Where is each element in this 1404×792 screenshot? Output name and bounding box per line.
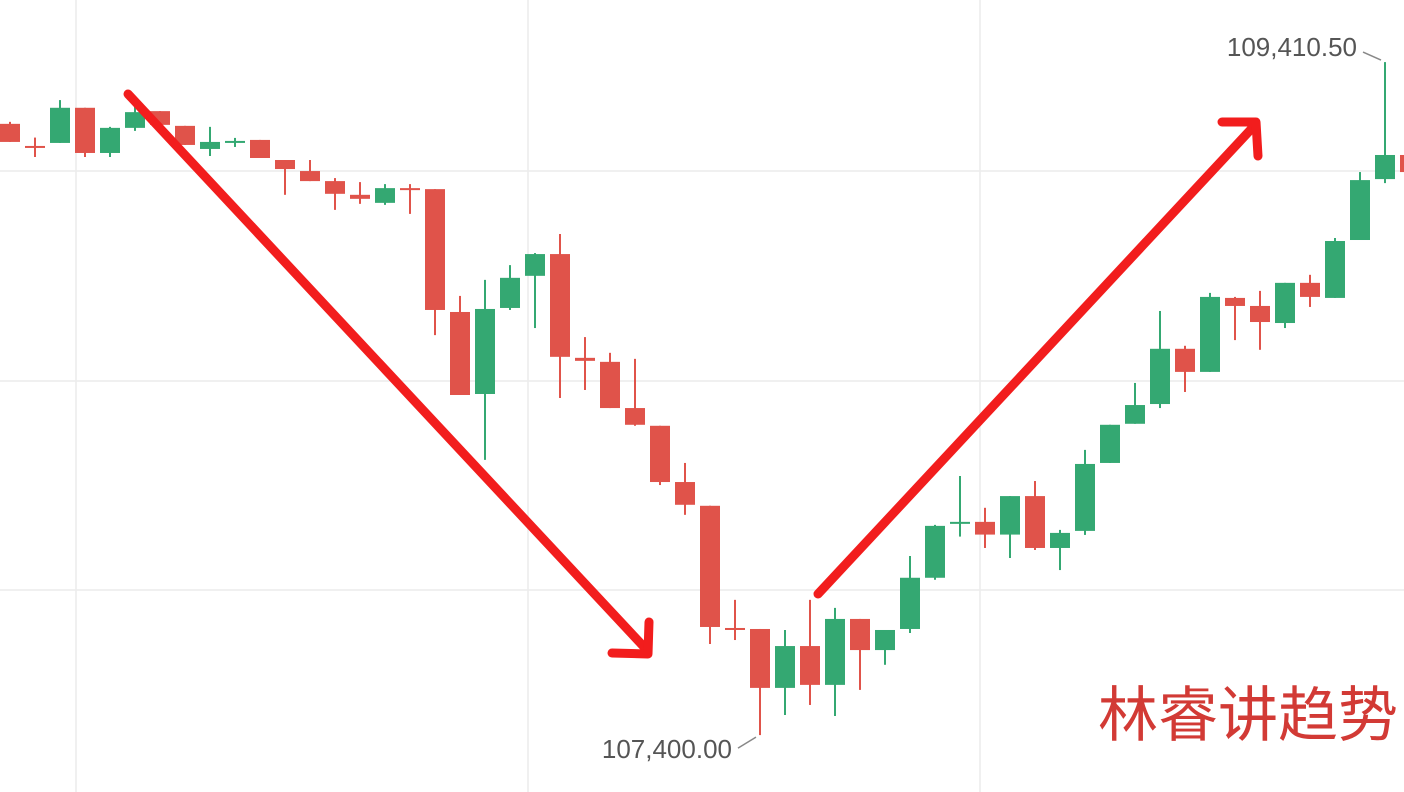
candle-body <box>925 525 945 578</box>
candle-body <box>475 308 495 394</box>
candle-body <box>575 357 595 361</box>
candle-body <box>625 408 645 425</box>
candle-body <box>100 127 120 153</box>
candle-body <box>450 311 470 395</box>
candle-body <box>425 189 445 310</box>
candle-body <box>250 139 270 158</box>
candle-body <box>1300 282 1320 297</box>
up-arrow-head <box>1217 117 1263 161</box>
candle-body <box>400 188 420 191</box>
candle-body <box>825 618 845 685</box>
candle-body <box>1250 305 1270 323</box>
candle-body <box>1400 154 1404 173</box>
candle-body <box>950 521 970 524</box>
candle-body <box>300 171 320 182</box>
trend-arrows <box>123 89 1263 659</box>
candle-body <box>350 194 370 199</box>
candle-body <box>1150 348 1170 405</box>
candle-body <box>1275 282 1295 324</box>
candle-body <box>1325 241 1345 298</box>
candle-body <box>50 107 70 143</box>
candle-body <box>1025 496 1045 548</box>
candle-body <box>850 618 870 651</box>
candle-body <box>75 107 95 153</box>
up-arrow <box>813 120 1260 599</box>
watermark: 林睿讲趋势 <box>1098 682 1398 749</box>
candle-body <box>1125 405 1145 424</box>
candle-body <box>1350 180 1370 241</box>
candle-body <box>500 277 520 308</box>
candle-body <box>225 140 245 143</box>
candle-body <box>175 125 195 145</box>
candle-body <box>275 160 295 170</box>
candle-body <box>25 145 45 148</box>
candle-body <box>525 254 545 276</box>
annotation-leader <box>737 736 757 749</box>
candle-body <box>550 254 570 357</box>
annotation-leader <box>1362 51 1382 61</box>
candle-body <box>1175 348 1195 372</box>
candle-body <box>125 112 145 128</box>
candle-body <box>1100 424 1120 463</box>
candle-body <box>325 181 345 194</box>
candle-body <box>750 628 770 688</box>
candle-body <box>650 425 670 483</box>
candle-body <box>800 646 820 685</box>
candle-body <box>1050 532 1070 548</box>
low-label: 107,400.00 <box>602 734 732 764</box>
candle-body <box>775 646 795 688</box>
candle-body <box>1200 296 1220 372</box>
candle-body <box>900 577 920 629</box>
candle-body <box>1075 463 1095 531</box>
candle-body <box>675 482 695 505</box>
candle-body <box>1375 154 1395 180</box>
candle-body <box>375 188 395 203</box>
candle-body <box>1225 297 1245 306</box>
candle-body <box>0 123 20 142</box>
candles <box>0 62 1404 736</box>
candle-body <box>875 629 895 651</box>
candle-body <box>200 141 220 149</box>
high-label: 109,410.50 <box>1227 32 1357 62</box>
candle-body <box>700 505 720 627</box>
down-arrow <box>123 89 650 653</box>
down-arrow-head <box>607 617 654 659</box>
candle-body <box>1000 496 1020 535</box>
candle-body <box>600 361 620 409</box>
candle-body <box>725 627 745 630</box>
candle-body <box>975 521 995 535</box>
